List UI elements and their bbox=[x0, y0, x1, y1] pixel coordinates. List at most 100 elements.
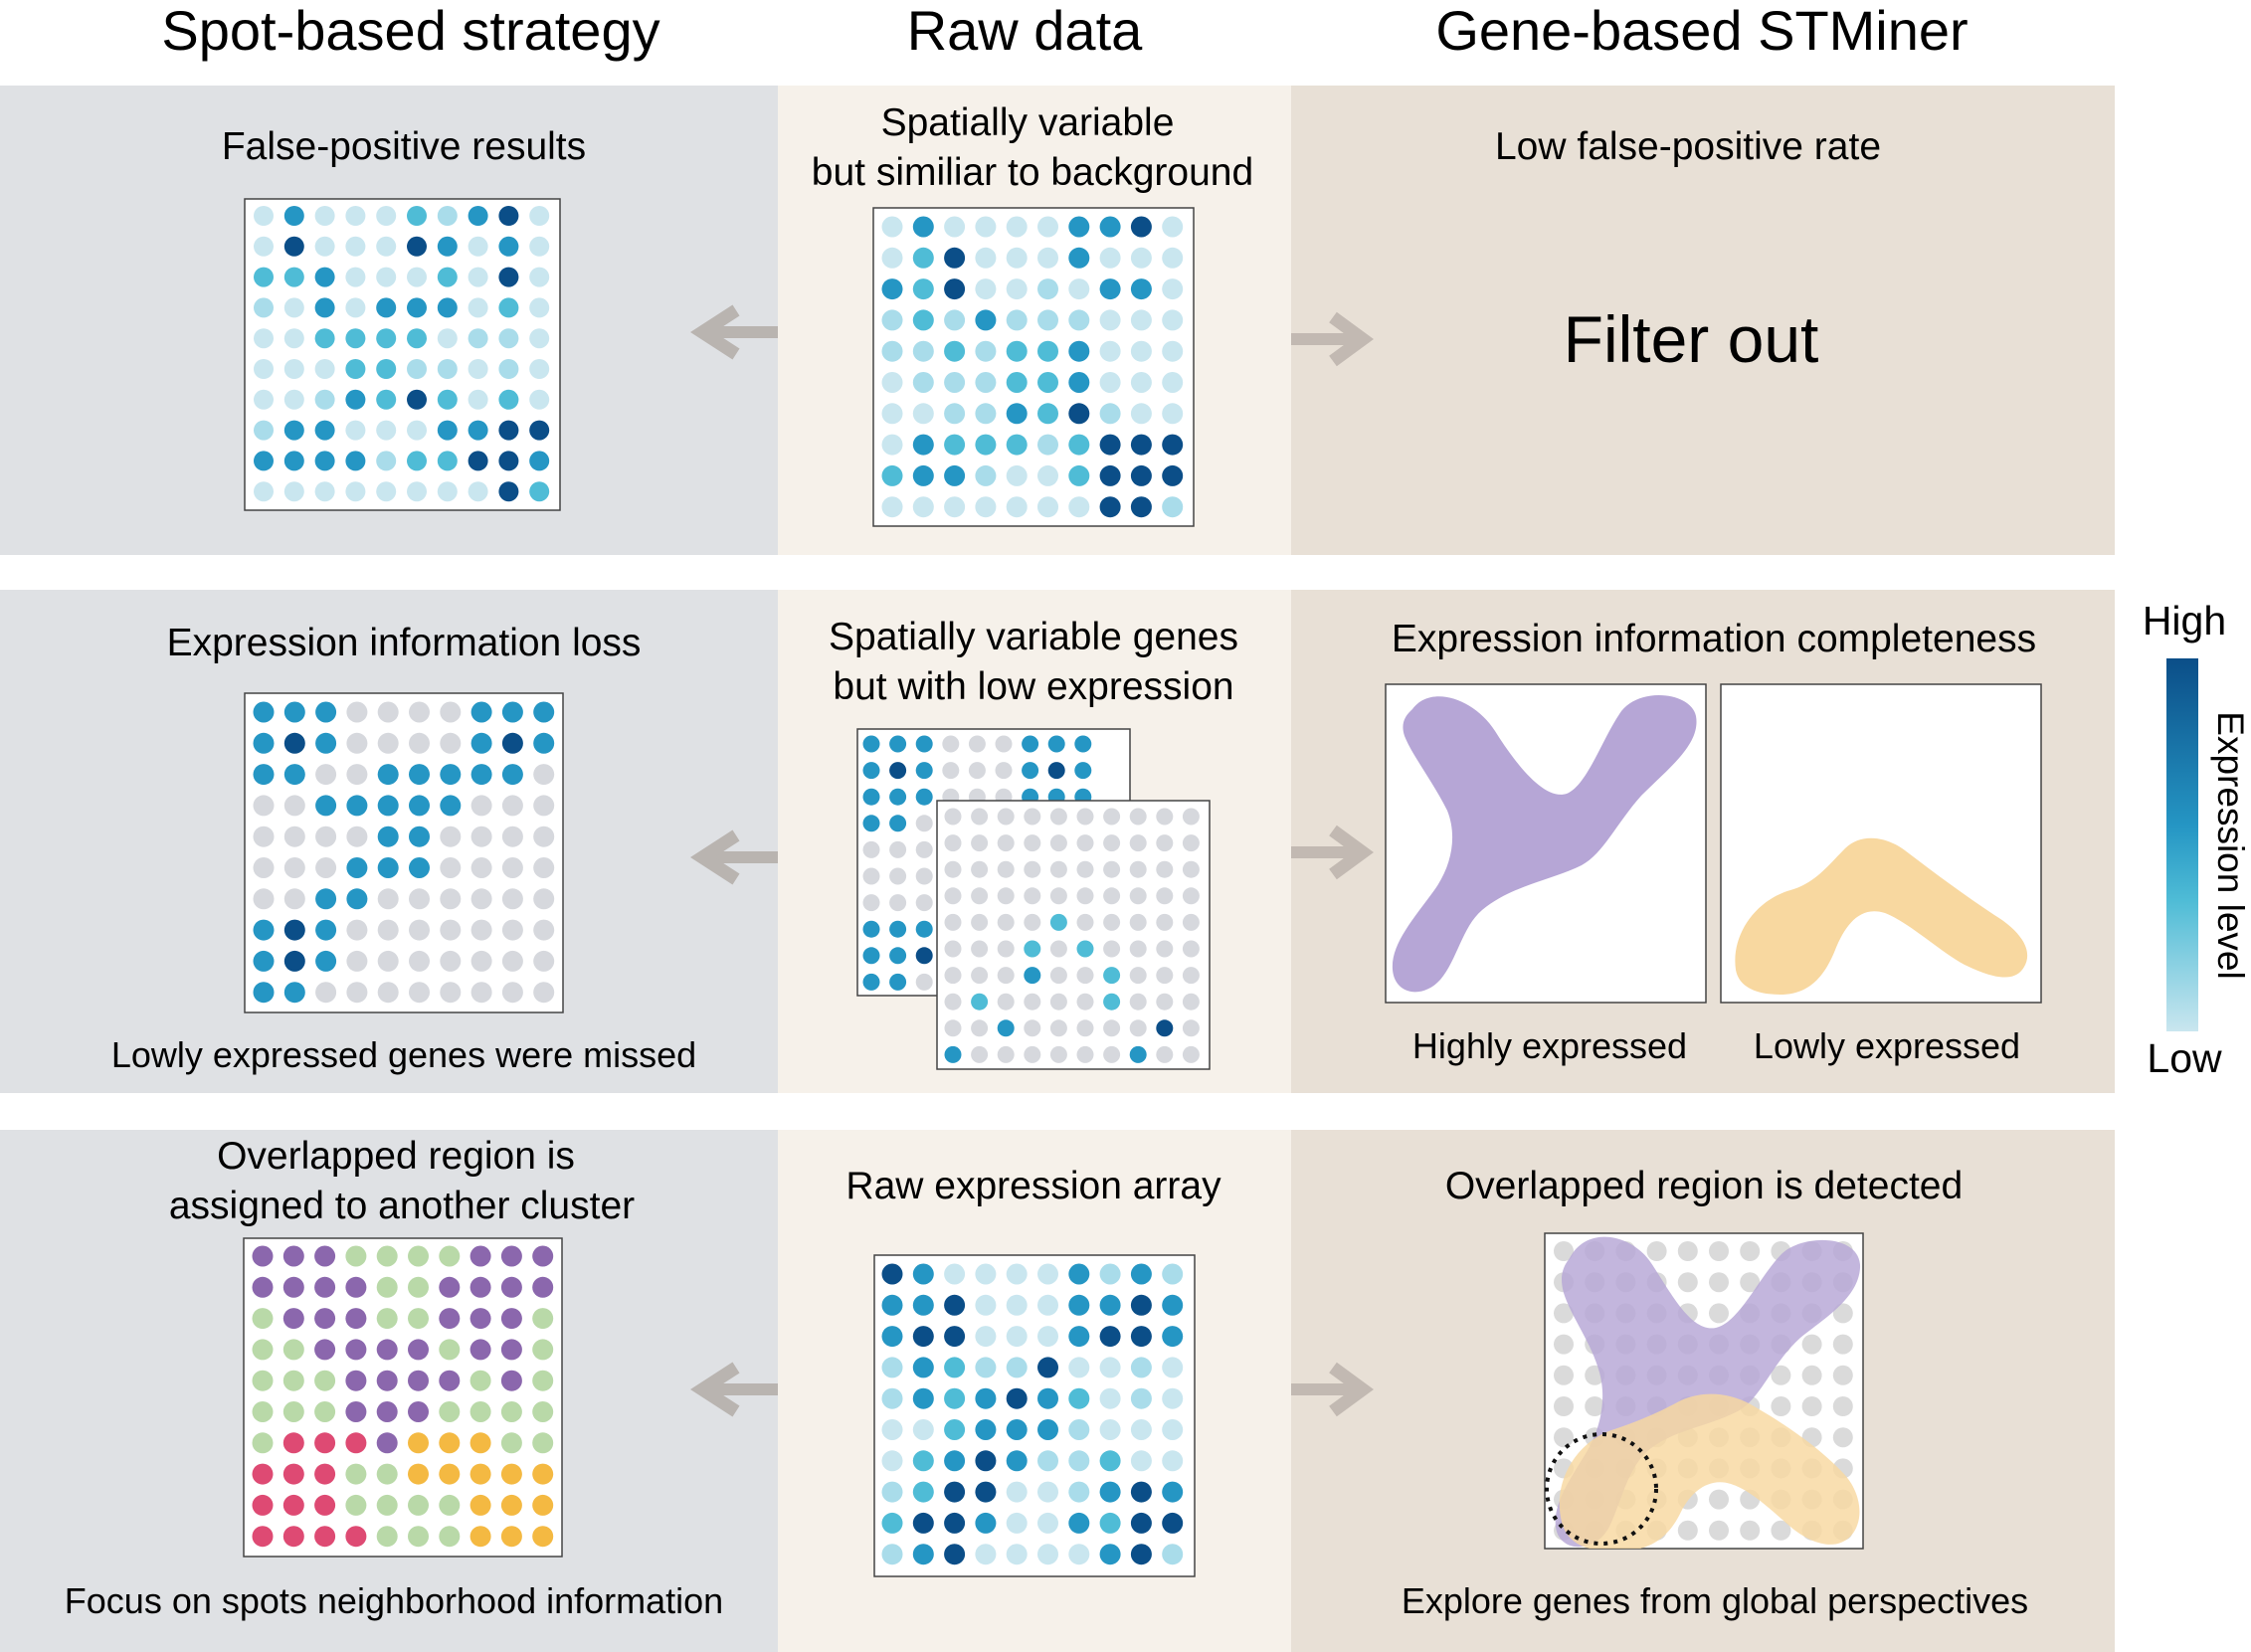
spot-dot bbox=[529, 236, 550, 257]
spot-dot bbox=[1076, 993, 1094, 1010]
arrow-right-r3 bbox=[1291, 1362, 1374, 1417]
spot-dot bbox=[282, 1276, 304, 1298]
spot-dot bbox=[1049, 1045, 1067, 1063]
spot-dot bbox=[283, 359, 304, 379]
spot-dot bbox=[1037, 309, 1058, 331]
spot-dot bbox=[283, 888, 305, 910]
spot-dot bbox=[1068, 278, 1090, 300]
dot-grid-r2-left bbox=[253, 701, 555, 1004]
spot-dot bbox=[346, 888, 368, 910]
spot-dot bbox=[1037, 340, 1058, 362]
spot-dot bbox=[1006, 1512, 1028, 1534]
spot-dot bbox=[529, 451, 550, 471]
spot-dot bbox=[1006, 1419, 1028, 1440]
spot-dot bbox=[500, 1339, 522, 1361]
spot-dot bbox=[1099, 278, 1121, 300]
spot-dot bbox=[944, 993, 962, 1010]
spot-dot bbox=[1129, 1019, 1147, 1037]
spot-dot bbox=[1103, 1019, 1121, 1037]
spot-dot bbox=[1037, 1544, 1058, 1565]
label-highly-expressed: Highly expressed bbox=[1412, 1025, 1687, 1066]
spot-dot bbox=[345, 206, 366, 226]
spot-dot bbox=[1024, 1019, 1041, 1037]
spot-dot bbox=[500, 1494, 522, 1516]
spot-dot bbox=[912, 278, 934, 300]
spot-dot bbox=[501, 888, 523, 910]
spot-dot bbox=[1162, 1326, 1184, 1348]
spot-dot bbox=[1554, 1303, 1574, 1324]
spot-dot bbox=[881, 403, 903, 425]
spot-dot bbox=[376, 1526, 398, 1548]
spot-dot bbox=[1076, 1019, 1094, 1037]
spot-dot bbox=[252, 1526, 274, 1548]
spot-dot bbox=[501, 919, 523, 941]
spot-dot bbox=[501, 826, 523, 847]
spot-dot bbox=[912, 464, 934, 486]
spot-dot bbox=[1554, 1334, 1574, 1355]
spot-dot bbox=[529, 481, 550, 502]
spot-dot bbox=[912, 1450, 934, 1472]
spot-dot bbox=[501, 982, 523, 1004]
spot-dot bbox=[282, 1432, 304, 1454]
spot-dot bbox=[469, 1339, 491, 1361]
spot-dot bbox=[1049, 808, 1067, 826]
spot-dot bbox=[997, 1019, 1015, 1037]
spot-dot bbox=[881, 247, 903, 269]
spot-dot bbox=[912, 1326, 934, 1348]
spot-dot bbox=[409, 795, 430, 817]
r3-left-title-line2: assigned to another cluster bbox=[169, 1185, 635, 1227]
spot-dot bbox=[314, 1432, 336, 1454]
spot-dot bbox=[437, 420, 458, 441]
spot-dot bbox=[1006, 1326, 1028, 1348]
spot-dot bbox=[1162, 1357, 1184, 1378]
spot-dot bbox=[1024, 808, 1041, 826]
spot-dot bbox=[533, 982, 555, 1004]
spot-dot bbox=[1076, 834, 1094, 852]
spot-dot bbox=[912, 216, 934, 238]
spot-dot bbox=[975, 1387, 997, 1409]
spot-dot bbox=[439, 1370, 461, 1391]
spot-dot bbox=[469, 1276, 491, 1298]
spot-dot bbox=[440, 857, 462, 878]
spot-dot bbox=[533, 826, 555, 847]
spot-dot bbox=[971, 940, 989, 958]
spot-dot bbox=[1740, 1520, 1761, 1541]
spot-dot bbox=[1068, 1419, 1090, 1440]
arrow-right-r1 bbox=[1291, 311, 1374, 367]
spot-dot bbox=[315, 982, 337, 1004]
spot-dot bbox=[315, 919, 337, 941]
arrow-left-r1 bbox=[690, 304, 778, 360]
spot-dot bbox=[1076, 967, 1094, 985]
spot-dot bbox=[439, 1463, 461, 1485]
spot-dot bbox=[501, 857, 523, 878]
spot-dot bbox=[468, 359, 488, 379]
spot-dot bbox=[501, 701, 523, 723]
spot-dot bbox=[345, 1245, 367, 1267]
spot-dot bbox=[252, 1370, 274, 1391]
spot-dot bbox=[1068, 403, 1090, 425]
spot-dot bbox=[253, 826, 275, 847]
spot-dot bbox=[915, 815, 933, 832]
spot-dot bbox=[468, 481, 488, 502]
spot-dot bbox=[376, 1463, 398, 1485]
spot-dot bbox=[1129, 993, 1147, 1010]
r1-left-title: False-positive results bbox=[222, 125, 586, 168]
spot-dot bbox=[1099, 434, 1121, 456]
spot-dot bbox=[1006, 1450, 1028, 1472]
spot-dot bbox=[944, 1045, 962, 1063]
spot-dot bbox=[997, 1045, 1015, 1063]
spot-dot bbox=[1130, 1357, 1152, 1378]
spot-dot bbox=[283, 206, 304, 226]
spot-dot bbox=[346, 919, 368, 941]
spot-dot bbox=[1103, 967, 1121, 985]
spot-dot bbox=[501, 795, 523, 817]
spot-dot bbox=[500, 1432, 522, 1454]
spot-dot bbox=[881, 278, 903, 300]
spot-dot bbox=[376, 1494, 398, 1516]
spot-dot bbox=[975, 340, 997, 362]
spot-dot bbox=[975, 496, 997, 518]
spot-dot bbox=[283, 982, 305, 1004]
spot-dot bbox=[975, 1263, 997, 1285]
spot-dot bbox=[915, 840, 933, 858]
spot-dot bbox=[437, 267, 458, 287]
